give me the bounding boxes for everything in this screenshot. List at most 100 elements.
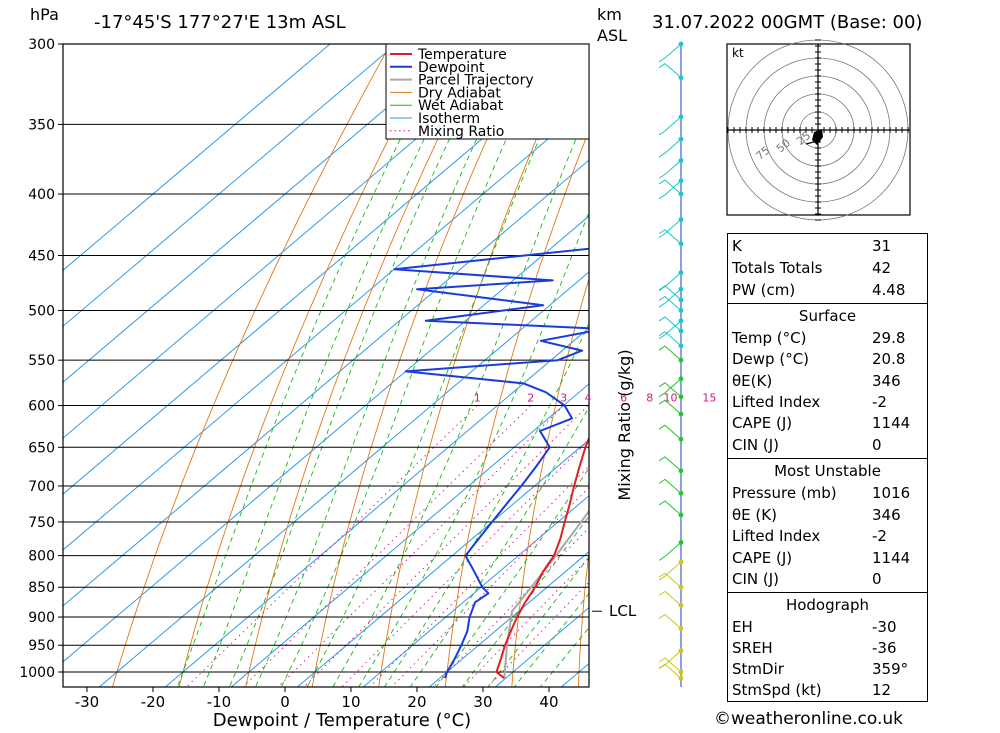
wind-barb: [658, 179, 682, 195]
pressure-tick-label: 800: [28, 549, 55, 565]
isotherm-line: [63, 159, 589, 607]
temperature-tick-label: -20: [141, 693, 166, 711]
wind-barb: [658, 663, 682, 679]
plot-frame: [62, 43, 590, 688]
wet-adiabat-line: [306, 44, 582, 687]
pressure-tick-label: 500: [28, 303, 55, 319]
index-value: 29.8: [872, 329, 906, 347]
index-value: -2: [872, 527, 887, 545]
wind-barb: [658, 295, 682, 311]
index-value: 0: [872, 436, 882, 454]
isotherm-line: [63, 103, 589, 551]
legend-label: Temperature: [417, 47, 507, 63]
mixing-ratio-line: [463, 557, 589, 687]
wind-barb: [658, 399, 682, 415]
wind-barb: [658, 180, 682, 200]
wind-barb: [658, 138, 682, 158]
mixing-ratio-label: 2: [527, 392, 534, 405]
wind-barb: [658, 272, 682, 292]
index-value: 20.8: [872, 350, 906, 368]
legend-label: Isotherm: [418, 111, 480, 127]
pressure-tick-label: 900: [28, 610, 55, 626]
datetime-title: 31.07.2022 00GMT (Base: 00): [652, 12, 922, 33]
mixing-ratio-line: [487, 581, 589, 687]
divider: [728, 303, 927, 304]
km-label: km: [597, 5, 622, 24]
index-label: StmDir: [732, 660, 784, 678]
mixing-ratio-line: [277, 405, 565, 687]
copyright-text[interactable]: ©weatheronline.co.uk: [714, 709, 904, 729]
temperature-tick-label: -10: [207, 693, 232, 711]
lcl-label: LCL: [609, 602, 637, 620]
isotherm-line: [63, 44, 331, 271]
storm-motion-marker: [812, 129, 823, 145]
asl-label: ASL: [597, 26, 627, 45]
index-value: 12: [872, 681, 892, 699]
wet-adiabat-line: [202, 44, 473, 687]
index-label: K: [732, 237, 742, 255]
index-label: CIN (J): [732, 436, 780, 454]
pressure-tick-label: 600: [28, 399, 55, 415]
legend-label: Parcel Trajectory: [418, 73, 534, 89]
wind-barb: [658, 320, 682, 340]
index-label: CAPE (J): [732, 414, 793, 432]
dry-adiabat-line: [511, 277, 589, 687]
mixing-ratio-label: 15: [702, 392, 716, 405]
wet-adiabat-line: [176, 44, 450, 687]
wind-barb: [658, 288, 682, 308]
index-label: Totals Totals: [732, 259, 823, 277]
isotherm-line: [63, 44, 463, 383]
parcel-trajectory-line: [503, 509, 589, 679]
wind-barb: [658, 456, 682, 472]
wind-barb: [658, 331, 682, 347]
wind-barb-profile: [658, 41, 684, 687]
wind-barb: [658, 561, 682, 581]
mixing-ratio-label: 3: [560, 392, 567, 405]
wind-barb: [658, 572, 682, 588]
dry-adiabat-line: [311, 44, 532, 687]
pressure-tick-label: 700: [28, 479, 55, 495]
mixing-ratio-label: 1: [474, 392, 481, 405]
temperature-tick-label: 10: [341, 693, 360, 711]
wet-adiabat-line: [254, 44, 523, 687]
index-value: 1144: [872, 549, 911, 567]
index-value: 346: [872, 372, 901, 390]
wind-barb: [658, 500, 682, 516]
temperature-tick-label: 30: [473, 693, 492, 711]
index-value: -2: [872, 393, 887, 411]
pressure-unit-label: hPa: [30, 5, 59, 24]
pressure-tick-label: 300: [28, 37, 55, 53]
index-label: CAPE (J): [732, 549, 793, 567]
mixing-ratio-label: 6: [620, 392, 627, 405]
wind-barb: [658, 316, 682, 332]
index-label: θE(K): [732, 372, 773, 390]
pressure-tick-label: 850: [28, 580, 55, 596]
x-axis-title: Dewpoint / Temperature (°C): [213, 710, 471, 731]
index-label: Pressure (mb): [732, 484, 837, 502]
index-value: 4.48: [872, 281, 906, 299]
index-label: θE (K): [732, 506, 777, 524]
hodograph-unit: kt: [732, 46, 744, 60]
wind-barb: [658, 613, 682, 629]
wind-barb: [658, 382, 682, 398]
mixing-ratio-label: 8: [646, 392, 653, 405]
index-value: 359°: [872, 660, 909, 678]
wet-adiabat-line: [358, 210, 589, 687]
temperature-tick-label: 0: [280, 693, 290, 711]
index-value: 31: [872, 237, 892, 255]
wet-adiabat-line: [228, 44, 497, 687]
pressure-tick-label: 1000: [19, 665, 55, 681]
dry-adiabat-line: [955, 8, 1000, 702]
mixing-ratio-label: 10: [663, 392, 677, 405]
divider: [728, 458, 927, 459]
index-label: CIN (J): [732, 570, 780, 588]
wind-barb: [658, 542, 682, 561]
wet-adiabat-line: [280, 44, 551, 687]
wind-barb: [658, 424, 682, 440]
index-label: Lifted Index: [732, 527, 821, 545]
index-label: Dewp (°C): [732, 350, 810, 368]
dry-adiabat-line: [378, 44, 579, 687]
mixing-ratio-line: [303, 405, 589, 687]
